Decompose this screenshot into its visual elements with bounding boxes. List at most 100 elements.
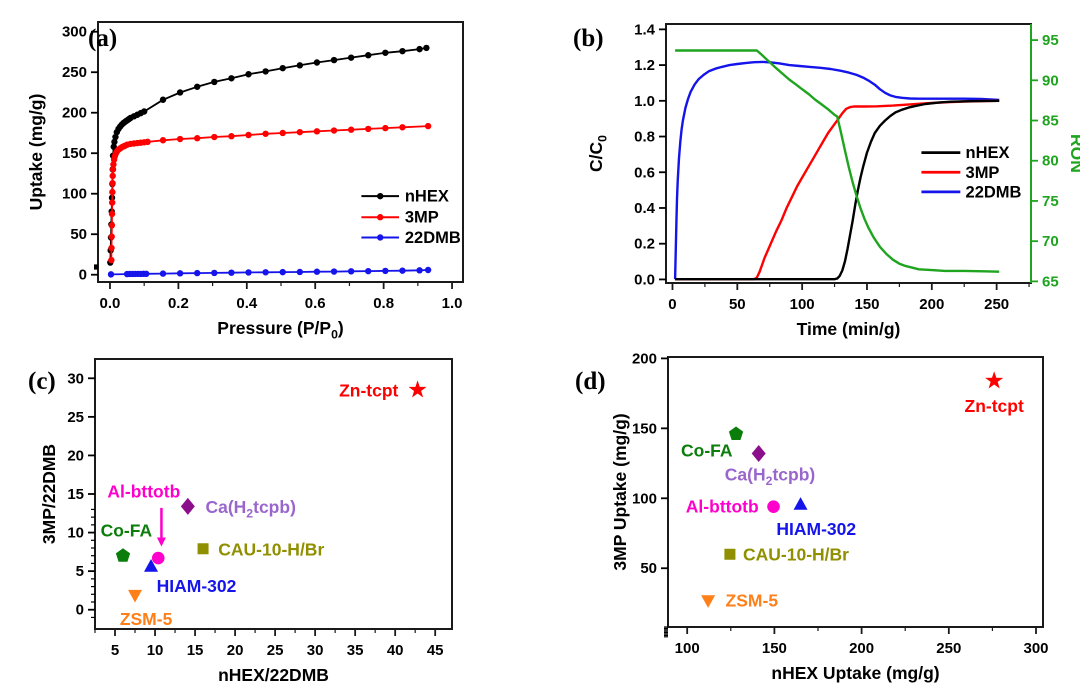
y-tick-label: 85 [1042, 113, 1059, 130]
panel-c-selectivity-scatter-chart: 5 10 15 20 25 30 35 40 45 nHEX/22DMB 0 5 10 15 20 25 30 3… [0, 347, 540, 694]
series-3MP-marker [382, 124, 389, 132]
series-3MP-marker [347, 126, 355, 133]
series-3MP-marker [109, 172, 116, 180]
series-nHEX-marker [194, 83, 201, 90]
x-tick-label: 100 [790, 296, 815, 313]
legend-22DMB-label: 22DMB [966, 183, 1022, 201]
series-3MP-marker [279, 129, 286, 137]
legend: nHEX 3MP 22DMB [361, 188, 461, 247]
legend-nHEX-marker [377, 192, 384, 200]
marker-HIAM-302 [144, 559, 159, 572]
series-nHEX-markers [107, 44, 430, 266]
x-tick-label: 40 [387, 642, 404, 659]
y-tick-label: 70 [1042, 233, 1059, 250]
marker-Ca(H2tcpb) [180, 497, 195, 515]
series-3MP-marker [211, 133, 218, 141]
y-tick-label: 65 [1042, 273, 1059, 290]
y-tick-label: 20 [67, 447, 84, 464]
series-3MP-marker [110, 161, 117, 168]
legend-22DMB-marker [377, 234, 384, 241]
series-22DMB-marker [330, 268, 338, 275]
y-tick-label: 10 [67, 525, 84, 542]
x-tick-label: 250 [936, 640, 961, 657]
legend-nHEX-label: nHEX [966, 144, 1010, 162]
label-CAU-10-H/Br: CAU-10-H/Br [743, 544, 849, 564]
series-22DMB-marker [313, 268, 321, 275]
label-Ca(H2tcpb): Ca(H2tcpb) [205, 497, 295, 520]
series-3MP-marker [176, 135, 184, 143]
y-tick-label: 90 [1042, 72, 1059, 89]
series-3MP-marker [108, 222, 116, 229]
annotation-arrow-head [156, 537, 166, 547]
marker-Co-FA [115, 548, 131, 562]
x-tick-label: 10 [147, 642, 164, 659]
marker-HIAM-302 [793, 497, 808, 510]
series-22DMB-marker [279, 268, 286, 276]
series-3MP-marker [108, 199, 116, 206]
x-tick-label: 20 [227, 642, 244, 659]
label-HIAM-302: HIAM-302 [157, 576, 237, 596]
series-3MP-marker [424, 122, 432, 130]
series-3MP-marker [330, 127, 338, 134]
series-3MP-marker [108, 210, 116, 218]
x-tick-label: 200 [919, 296, 944, 313]
series-nHEX-marker [347, 54, 355, 61]
series-3MP-marker [108, 244, 115, 252]
panel-letter-b: (b) [573, 25, 604, 52]
x-tick-label: 100 [675, 640, 700, 657]
y-tick-label: 50 [70, 226, 87, 243]
series-3MP-marker [194, 135, 201, 142]
series-3MP-marker [313, 128, 321, 135]
marker-Al-bttotb [767, 500, 780, 513]
series-3MP-marker [245, 131, 252, 139]
y-tick-label: 0.0 [634, 271, 655, 288]
y-tick-label: 95 [1042, 32, 1059, 49]
series-3MP-marker [109, 179, 116, 187]
series-3MP-marker [296, 128, 304, 136]
series-nHEX-line [109, 47, 427, 263]
legend-3MP-label: 3MP [405, 209, 439, 227]
chart-b: 0 50 100 150 200 250 Time (min/g) 0.0 0.2 0.4 0.6 0… [573, 21, 1080, 339]
marker-ZSM-5 [128, 589, 143, 603]
y-tick-label: 5 [76, 563, 84, 580]
y-axis-label: RON [1067, 134, 1080, 173]
series-22DMB-marker [296, 268, 304, 276]
y-axis-label: C/C0 [586, 135, 610, 172]
series-22DMB-marker [159, 270, 167, 277]
series-3MP-marker [109, 188, 116, 196]
x-tick-label: 150 [854, 296, 879, 313]
x-tick-label: 300 [1024, 640, 1049, 657]
x-tick-label: 30 [307, 642, 324, 659]
x-tick-label: 0.6 [305, 295, 326, 312]
chart-d: 100 150 200 250 300 nHEX Uptake (mg/g) 50 100 15… [575, 350, 1049, 683]
label-Ca(H2tcpb): Ca(H2tcpb) [725, 465, 815, 489]
series-3MP-marker [228, 133, 235, 140]
series-nHEX-marker [111, 138, 118, 146]
series-22DMB-marker [194, 269, 201, 277]
series-nHEX-line [675, 99, 1000, 281]
series-nHEX-marker [296, 62, 304, 69]
series-22DMB-marker [228, 269, 235, 276]
series-3MP-marker [365, 125, 372, 133]
series-22DMB-marker [262, 269, 269, 276]
chart-a: 0.0 0.2 0.4 0.6 0.8 1.0 Pressure (P/P0) 0 50 100 1… [26, 21, 464, 342]
chart-c: 5 10 15 20 25 30 35 40 45 nHEX/22DMB 0 5 10 15 20 25 30 3… [28, 358, 453, 685]
y-tick-label: 75 [1042, 193, 1059, 210]
x-tick-label: 0.2 [168, 295, 189, 312]
y-tick-label: 0.2 [634, 236, 655, 253]
series-22DMB-marker [424, 266, 432, 274]
series-22DMB-marker [245, 269, 252, 276]
legend-22DMB-label: 22DMB [405, 229, 461, 247]
panel-d-uptake-scatter-chart: 100 150 200 250 300 nHEX Uptake (mg/g) 50 100 15… [540, 347, 1080, 694]
y-tick-label: 300 [62, 24, 87, 41]
marker-CAU-10-H/Br [724, 548, 736, 560]
series-nHEX-marker [262, 68, 269, 75]
marker-ZSM-5 [701, 595, 716, 608]
series-3MP-line [675, 99, 1000, 281]
x-axis-label: nHEX/22DMB [218, 665, 329, 685]
label-Zn-tcpt: Zn-tcpt [965, 396, 1024, 416]
series-nHEX-marker [176, 89, 184, 96]
y-tick-label: 150 [632, 420, 657, 437]
series-nHEX-marker [313, 59, 321, 66]
x-tick-label: 200 [849, 640, 874, 657]
